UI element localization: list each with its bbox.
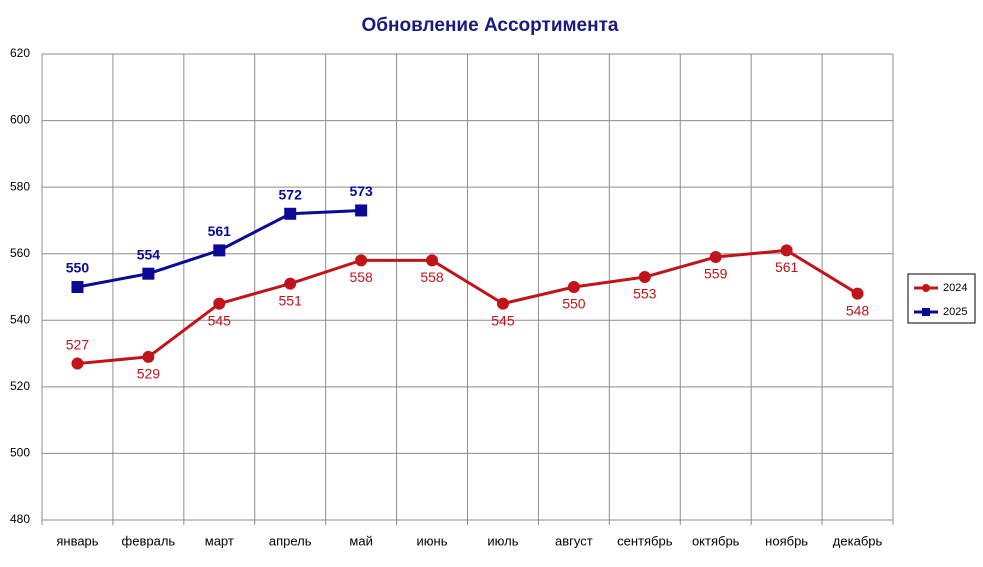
y-tick-label: 540: [10, 312, 30, 326]
data-label: 561: [208, 223, 232, 239]
marker: [426, 254, 439, 267]
marker: [284, 277, 297, 290]
y-tick-label: 480: [10, 512, 30, 526]
marker: [142, 350, 155, 363]
data-label: 558: [420, 269, 444, 285]
marker: [213, 297, 226, 310]
marker: [355, 254, 368, 267]
marker: [284, 207, 297, 220]
series-line: [77, 248, 859, 366]
marker: [780, 244, 793, 257]
marker: [355, 204, 368, 217]
marker: [567, 281, 580, 293]
data-label: 551: [279, 292, 303, 308]
x-tick-label: июнь: [417, 533, 448, 548]
marker: [851, 287, 864, 300]
marker: [709, 251, 722, 264]
x-tick-label: декабрь: [833, 533, 883, 548]
x-tick-label: сентябрь: [617, 533, 673, 548]
y-tick-label: 580: [10, 179, 30, 193]
marker: [213, 244, 226, 257]
data-label: 527: [66, 336, 90, 352]
marker: [638, 271, 651, 284]
data-label: 554: [137, 246, 161, 262]
y-tick-label: 620: [10, 46, 30, 60]
legend-marker: [922, 284, 930, 292]
y-tick-label: 600: [10, 113, 30, 127]
data-label: 548: [846, 302, 870, 318]
data-label: 550: [562, 296, 586, 312]
x-tick-label: ноябрь: [765, 533, 808, 548]
marker: [496, 297, 509, 310]
chart-title: Обновление Ассортимента: [362, 15, 619, 36]
x-tick-label: апрель: [269, 533, 312, 548]
data-label: 545: [491, 312, 515, 328]
legend-label: 2025: [943, 306, 967, 318]
data-label: 550: [66, 260, 90, 276]
data-label: 529: [137, 366, 161, 382]
x-tick-label: март: [205, 533, 234, 548]
x-tick-label: июль: [487, 533, 518, 548]
legend-label: 2024: [943, 282, 967, 294]
data-label: 553: [633, 286, 657, 302]
legend-box: [907, 273, 976, 324]
marker: [71, 281, 84, 293]
data-label: 573: [349, 183, 373, 199]
x-tick-label: январь: [56, 533, 98, 548]
x-tick-label: август: [555, 533, 593, 548]
data-label: 545: [208, 312, 232, 328]
marker: [71, 357, 84, 370]
marker: [142, 267, 155, 280]
x-tick-label: февраль: [122, 533, 176, 548]
y-tick-label: 520: [10, 379, 30, 393]
x-tick-label: май: [349, 533, 372, 548]
data-label: 572: [279, 186, 303, 202]
data-label: 558: [349, 269, 373, 285]
y-tick-label: 500: [10, 446, 30, 460]
legend-marker: [922, 308, 930, 316]
data-label: 559: [704, 266, 728, 282]
x-tick-label: октябрь: [692, 533, 740, 548]
y-tick-label: 560: [10, 246, 30, 260]
data-label: 561: [775, 259, 799, 275]
